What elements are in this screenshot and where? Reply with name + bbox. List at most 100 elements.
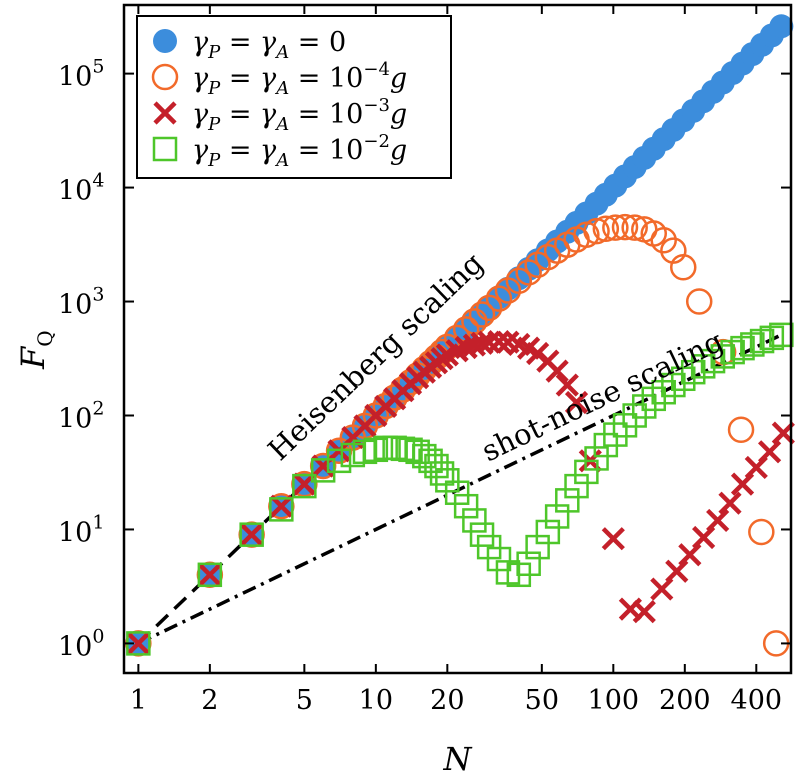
data-point	[611, 213, 639, 241]
data-point	[545, 359, 569, 383]
data-point	[748, 518, 775, 546]
x-marker-stroke	[632, 600, 656, 624]
data-point	[515, 259, 542, 286]
annotations: Heisenberg scaling shot-noise scaling	[261, 246, 728, 468]
y-tick-label: 105	[58, 56, 104, 93]
data-point	[398, 437, 423, 463]
data-point	[555, 488, 580, 513]
x-marker-stroke	[517, 336, 541, 360]
data-point	[685, 288, 713, 315]
y-tick-label: 103	[58, 284, 104, 321]
legend-marker	[153, 29, 177, 53]
x-marker-stroke	[706, 508, 730, 533]
x-tick-label: 20	[430, 685, 464, 716]
data-point	[269, 497, 294, 522]
data-point	[469, 522, 495, 547]
data-point	[485, 285, 513, 312]
data-point	[326, 448, 352, 474]
y-axis-label: FQ	[14, 330, 57, 370]
data-point	[372, 392, 399, 420]
x-marker-stroke	[496, 330, 520, 354]
data-point	[718, 491, 742, 515]
legend-label: γP = γA = 0	[192, 27, 346, 63]
data-point	[650, 226, 677, 254]
x-tick-label: 5	[296, 685, 313, 716]
data-point	[632, 600, 656, 624]
data-point	[310, 458, 336, 483]
y-tick-label: 101	[58, 511, 104, 548]
data-point	[678, 543, 702, 567]
x-marker-stroke	[718, 491, 742, 515]
data-point	[584, 446, 609, 471]
x-marker-stroke	[198, 563, 222, 587]
data-point	[564, 390, 589, 415]
x-marker-stroke	[555, 373, 579, 397]
data-point	[362, 402, 390, 429]
legend-label: γP = γA = 10−4g	[192, 59, 407, 99]
x-marker-stroke	[665, 559, 689, 583]
x-marker-stroke	[564, 390, 589, 415]
x-marker-stroke	[757, 440, 782, 464]
data-point	[535, 519, 561, 545]
data-point	[555, 373, 579, 397]
x-tick-label: 400	[731, 685, 783, 716]
data-point	[198, 563, 222, 587]
data-point	[197, 562, 223, 588]
data-series	[125, 14, 795, 657]
data-point	[621, 214, 648, 241]
x-axis-label: N	[443, 740, 473, 778]
legend-box	[136, 15, 452, 179]
data-point	[706, 508, 730, 533]
data-point	[429, 461, 455, 486]
data-point	[126, 631, 150, 656]
axis-ticks: 1 2 5 10 20 50 100 200 400 100 101 102 103 104 105	[58, 5, 791, 716]
y-tick-label: 102	[58, 397, 104, 434]
x-tick-label: 100	[588, 685, 640, 716]
data-point	[700, 348, 726, 374]
data-point	[622, 403, 647, 428]
x-marker-stroke	[601, 527, 625, 551]
data-point	[651, 379, 676, 405]
data-point	[769, 14, 794, 39]
data-point	[602, 214, 629, 241]
data-point	[603, 422, 628, 447]
x-tick-label: 10	[359, 685, 393, 716]
data-point	[453, 493, 479, 519]
x-tick-label: 2	[201, 685, 218, 716]
data-point	[601, 527, 625, 551]
y-tick-label: 104	[58, 170, 104, 207]
x-marker-stroke	[240, 523, 264, 547]
legend-marker	[152, 136, 178, 162]
legend-marker	[153, 101, 177, 125]
data-point	[462, 508, 487, 533]
x-marker-stroke	[126, 631, 150, 656]
x-tick-label: 50	[525, 685, 559, 716]
data-point	[475, 294, 503, 322]
y-tick-label: 100	[58, 625, 104, 662]
x-tick-label: 200	[659, 685, 711, 716]
series-3	[126, 330, 795, 656]
data-point	[486, 546, 512, 572]
data-point	[505, 267, 533, 295]
x-marker-stroke	[470, 331, 494, 355]
data-point	[534, 243, 562, 271]
x-marker-stroke	[545, 359, 569, 383]
data-point	[632, 394, 657, 419]
x-marker-stroke	[507, 332, 531, 357]
data-point	[665, 559, 689, 583]
legend-marker	[151, 63, 179, 91]
data-point	[769, 322, 794, 348]
data-point	[292, 473, 317, 499]
data-point	[670, 253, 697, 281]
x-marker-stroke	[462, 333, 486, 357]
data-point	[740, 332, 765, 357]
x-marker-stroke	[153, 101, 177, 125]
data-point	[239, 522, 264, 547]
series-4	[126, 322, 794, 656]
data-point	[516, 551, 541, 577]
data-point	[727, 416, 755, 443]
legend-label: γP = γA = 10−2g	[192, 131, 407, 171]
data-point	[583, 217, 610, 245]
